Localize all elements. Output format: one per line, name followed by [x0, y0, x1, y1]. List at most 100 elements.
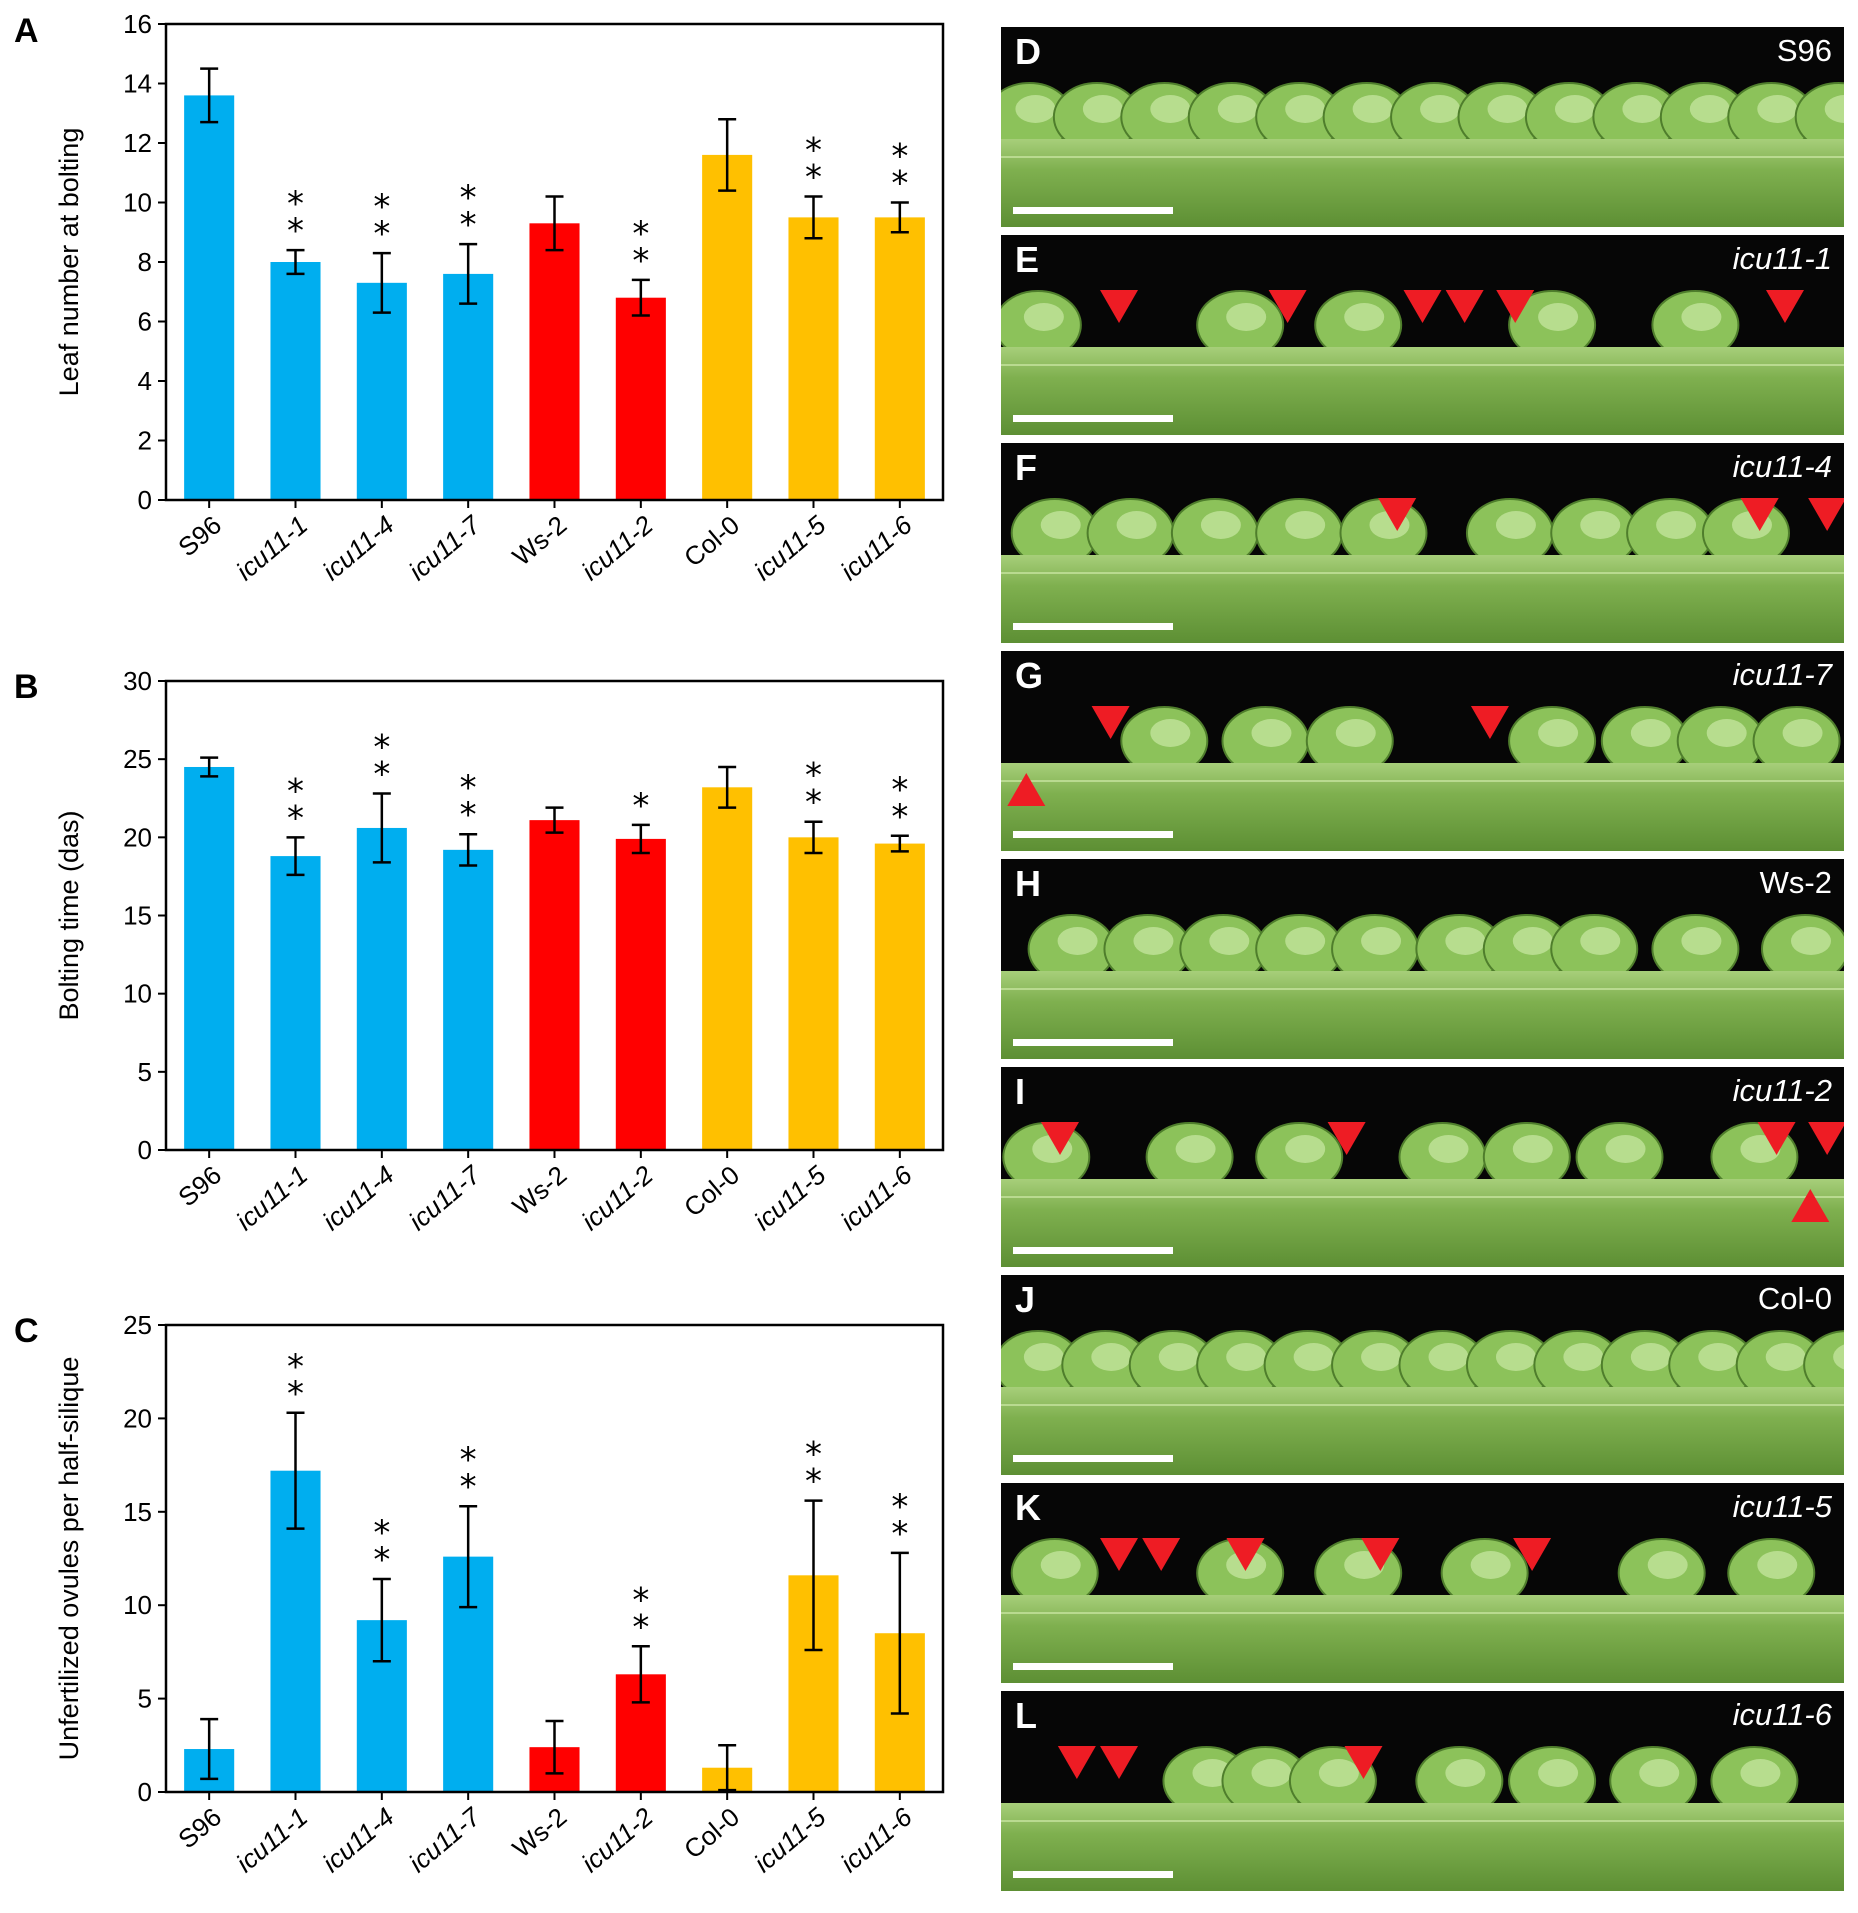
significance-mark: *: [891, 1487, 908, 1527]
panel-label: A: [14, 12, 39, 50]
ovule-highlight: [1285, 95, 1326, 123]
ovule-highlight: [1217, 95, 1258, 123]
ovule-highlight: [1091, 1343, 1132, 1371]
scale-bar: [1013, 831, 1173, 838]
significance-mark: *: [373, 728, 390, 768]
y-tick-label: 10: [123, 979, 152, 1009]
bar: [788, 217, 839, 500]
ovule-highlight: [1824, 95, 1844, 123]
arrowhead-down: [1226, 1538, 1265, 1571]
scale-bar: [1013, 415, 1173, 422]
ovule-highlight: [1116, 511, 1157, 539]
panel-label: C: [14, 1312, 39, 1350]
silique-image: [1001, 82, 1844, 227]
ovule-highlight: [1639, 1759, 1680, 1787]
genotype-label: icu11-4: [1732, 449, 1832, 484]
arrowhead-down: [1808, 498, 1844, 531]
genotype-label: icu11-1: [1732, 241, 1832, 276]
significance-mark: *: [891, 1514, 908, 1554]
ovule-highlight: [1622, 95, 1663, 123]
ovule-highlight: [1361, 927, 1402, 955]
arrowhead-down: [1765, 290, 1804, 323]
x-tick-label: Ws-2: [507, 1802, 573, 1864]
ovule-highlight: [1150, 719, 1191, 747]
significance-mark: *: [632, 786, 649, 826]
ovule-highlight: [1512, 1135, 1553, 1163]
ovule-highlight: [1040, 1551, 1081, 1579]
ovule-highlight: [1782, 719, 1823, 747]
panel-label: L: [1015, 1695, 1037, 1736]
panel-label: G: [1015, 655, 1044, 696]
panel-label: E: [1015, 239, 1040, 280]
x-tick-label: icu11-7: [403, 1801, 487, 1879]
ovule-highlight: [1285, 927, 1326, 955]
genotype-label: Ws-2: [1759, 865, 1832, 900]
arrowhead-down: [1344, 1746, 1383, 1779]
ovule-highlight: [1580, 927, 1621, 955]
arrowhead-down: [1445, 290, 1484, 323]
ovule-highlight: [1361, 1343, 1402, 1371]
arrowhead-down: [1757, 1122, 1796, 1155]
significance-mark: *: [287, 184, 304, 224]
x-tick-label: icu11-6: [835, 509, 919, 586]
arrowhead-up: [1791, 1189, 1830, 1222]
x-tick-label: icu11-1: [230, 1160, 313, 1237]
ovule-highlight: [1630, 1343, 1671, 1371]
y-tick-label: 5: [138, 1684, 152, 1714]
arrowhead-down: [1740, 498, 1779, 531]
ovule-highlight: [1015, 95, 1056, 123]
panel-label: F: [1015, 447, 1037, 488]
arrowhead-up: [1007, 773, 1046, 806]
ovule-highlight: [1293, 1343, 1334, 1371]
photo-panel-J: J Col-0: [1001, 1275, 1844, 1475]
ovule-highlight: [1158, 1343, 1199, 1371]
silique-image: [1001, 1538, 1844, 1683]
significance-mark: *: [373, 755, 390, 795]
panel-label: D: [1015, 31, 1041, 72]
arrowhead-down: [1100, 1538, 1139, 1571]
bar: [356, 827, 407, 1150]
x-tick-label: icu11-2: [576, 1159, 660, 1236]
significance-mark: *: [891, 770, 908, 810]
scale-bar: [1013, 1039, 1173, 1046]
ovule-highlight: [1765, 1343, 1806, 1371]
y-tick-label: 16: [123, 9, 152, 39]
bar: [874, 843, 925, 1150]
y-tick-label: 12: [123, 128, 152, 158]
significance-mark: *: [805, 756, 822, 796]
panel-label: K: [1015, 1487, 1041, 1528]
ovule-highlight: [1428, 1135, 1469, 1163]
x-tick-label: Col-0: [678, 1802, 745, 1865]
scale-bar: [1013, 1663, 1173, 1670]
bar: [529, 223, 580, 500]
genotype-label: S96: [1776, 33, 1832, 68]
ovule-highlight: [1757, 1551, 1798, 1579]
arrowhead-down: [1808, 1122, 1844, 1155]
arrowhead-down: [1327, 1122, 1366, 1155]
x-tick-label: icu11-6: [835, 1801, 919, 1878]
arrowhead-down: [1403, 290, 1442, 323]
ovule-highlight: [1175, 1135, 1216, 1163]
ovule-highlight: [1681, 927, 1722, 955]
ovule-highlight: [1057, 927, 1098, 955]
ovule-highlight: [1656, 511, 1697, 539]
bar: [788, 837, 839, 1150]
ovule-highlight: [1133, 927, 1174, 955]
x-tick-label: icu11-2: [576, 509, 660, 586]
ovule-highlight: [1495, 1343, 1536, 1371]
silique-image: [1001, 1330, 1844, 1475]
scale-bar: [1013, 1455, 1173, 1462]
x-tick-label: icu11-1: [230, 1802, 313, 1879]
silique-image: [1001, 706, 1844, 851]
significance-mark: *: [460, 1440, 477, 1480]
significance-mark: *: [460, 178, 477, 218]
bar: [615, 297, 666, 500]
x-tick-label: Ws-2: [507, 510, 573, 572]
ovule-highlight: [1335, 719, 1376, 747]
arrowhead-down: [1142, 1538, 1181, 1571]
ovule-highlight: [1251, 719, 1292, 747]
y-tick-label: 8: [138, 247, 152, 277]
